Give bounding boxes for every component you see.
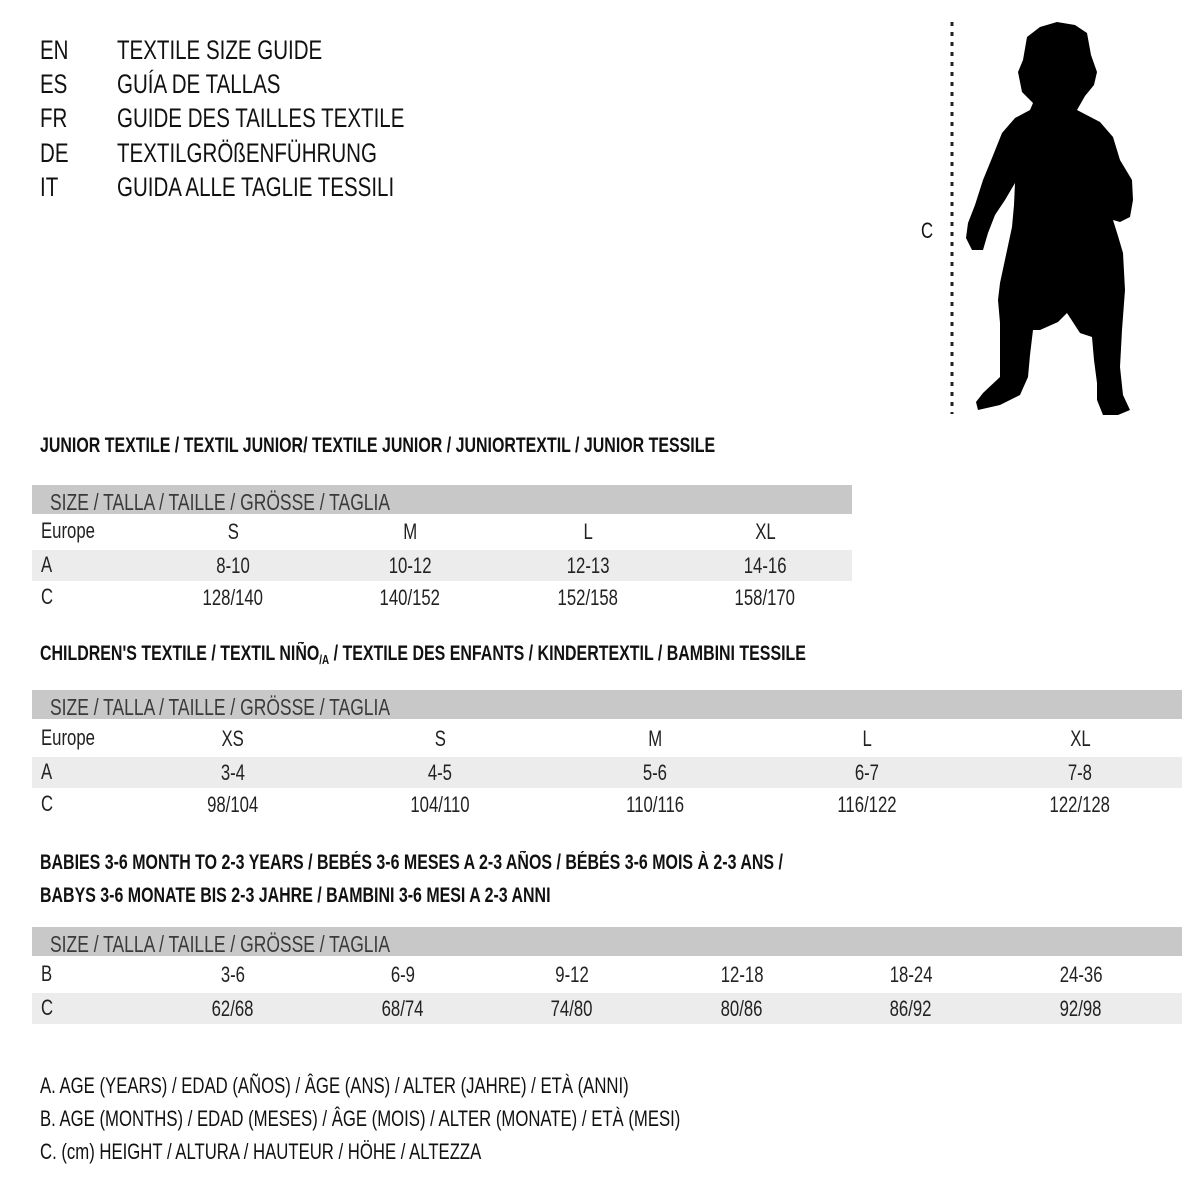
table-row: A 8-10 10-12 12-13 14-16 [32,550,852,581]
table-cell: 68/74 [382,996,424,1021]
table-cell: 3-6 [220,962,246,987]
lang-code: DE [40,138,69,168]
table-cell: 3-4 [220,760,246,785]
table-cell: L [583,519,593,544]
height-label: C [921,218,934,243]
row-label: Europe [41,725,95,750]
table-row: C 128/140 140/152 152/158 158/170 [32,582,852,613]
table-row: A 3-4 4-5 5-6 6-7 7-8 [32,757,1182,788]
child-silhouette-icon [950,22,1133,415]
row-label: A [41,759,53,784]
children-size-header: SIZE / TALLA / TAILLE / GRÖSSE / TAGLIA [32,690,1182,720]
table-cell: M [648,726,662,751]
table-cell: 14-16 [743,553,787,578]
legend-a: A. AGE (YEARS) / EDAD (AÑOS) / ÂGE (ANS)… [40,1073,629,1098]
table-cell: 6-7 [854,760,880,785]
table-cell: 62/68 [212,996,254,1021]
junior-section-title: JUNIOR TEXTILE / TEXTIL JUNIOR/ TEXTILE … [40,434,716,457]
lang-code: ES [40,69,68,99]
row-label: Europe [41,518,95,543]
table-cell: 140/152 [379,585,441,610]
row-label: C [41,791,54,816]
lang-title: GUIDE DES TAILLES TEXTILE [117,103,405,133]
table-cell: 158/170 [734,585,796,610]
table-cell: 80/86 [721,996,763,1021]
table-cell: 7-8 [1067,760,1093,785]
table-cell: 12-13 [566,553,610,578]
lang-title: TEXTILE SIZE GUIDE [117,35,323,65]
table-cell: 18-24 [889,962,933,987]
babies-section-title-line1: BABIES 3-6 MONTH TO 2-3 YEARS / BEBÉS 3-… [40,851,783,874]
lang-code: EN [40,35,69,65]
junior-size-header: SIZE / TALLA / TAILLE / GRÖSSE / TAGLIA [32,485,852,515]
table-cell: 122/128 [1049,792,1111,817]
table-cell: 10-12 [388,553,432,578]
table-cell: 152/158 [557,585,619,610]
lang-code: IT [40,172,59,202]
babies-section-title-line2: BABYS 3-6 MONATE BIS 2-3 JAHRE / BAMBINI… [40,884,551,907]
table-cell: 116/122 [837,792,897,817]
lang-code: FR [40,103,68,133]
table-cell: 12-18 [720,962,764,987]
table-cell: 9-12 [555,962,589,987]
table-cell: S [434,726,446,751]
lang-title: GUÍA DE TALLAS [117,69,281,99]
row-label: A [41,552,53,577]
lang-title: GUIDA ALLE TAGLIE TESSILI [117,172,395,202]
table-row: Europe XS S M L XL [32,723,1182,754]
row-label: C [41,995,54,1020]
table-cell: L [862,726,872,751]
legend-c: C. (cm) HEIGHT / ALTURA / HAUTEUR / HÖHE… [40,1139,482,1164]
table-cell: M [403,519,417,544]
table-row: C 62/68 68/74 74/80 80/86 86/92 92/98 [32,993,1182,1024]
table-cell: 5-6 [642,760,668,785]
children-section-title: CHILDREN'S TEXTILE / TEXTIL NIÑO/A / TEX… [40,642,806,667]
table-cell: 110/116 [626,792,684,817]
table-row: Europe S M L XL [32,516,852,547]
table-cell: 86/92 [890,996,932,1021]
table-cell: 92/98 [1060,996,1102,1021]
table-cell: 128/140 [202,585,264,610]
table-cell: 98/104 [207,792,259,817]
table-cell: 8-10 [216,553,250,578]
table-cell: XL [1069,726,1091,751]
lang-title: TEXTILGRÖßENFÜHRUNG [117,138,377,168]
table-cell: 74/80 [551,996,593,1021]
table-cell: 24-36 [1059,962,1103,987]
table-cell: 104/110 [410,792,470,817]
table-cell: 4-5 [427,760,453,785]
row-label: B [41,961,53,986]
table-cell: XL [754,519,776,544]
babies-size-header: SIZE / TALLA / TAILLE / GRÖSSE / TAGLIA [32,927,1182,957]
table-cell: XS [221,726,245,751]
child-silhouette [966,22,1133,415]
table-row: C 98/104 104/110 110/116 116/122 122/128 [32,789,1182,820]
row-label: C [41,584,54,609]
legend-b: B. AGE (MONTHS) / EDAD (MESES) / ÂGE (MO… [40,1106,681,1131]
table-cell: 6-9 [390,962,416,987]
table-cell: S [227,519,239,544]
table-row: B 3-6 6-9 9-12 12-18 18-24 24-36 [32,959,1182,990]
